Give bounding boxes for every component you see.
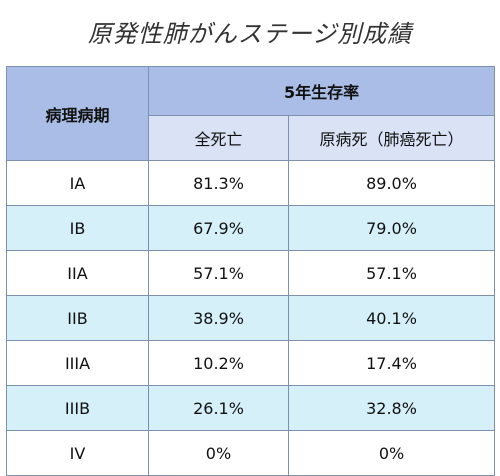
stage-cell: IV xyxy=(6,430,149,476)
all-deaths-cell: 26.1% xyxy=(148,385,289,431)
all-deaths-cell: 67.9% xyxy=(148,205,289,251)
cause-deaths-cell: 32.8% xyxy=(287,385,496,431)
table-row: IB 67.9% 79.0% xyxy=(6,205,496,251)
all-deaths-cell: 81.3% xyxy=(148,160,289,206)
header-row-sub: 全死亡 原病死（肺癌死亡） xyxy=(7,115,496,161)
stage-cell: IA xyxy=(6,160,149,206)
all-deaths-cell: 10.2% xyxy=(148,340,289,386)
table-row: IA 81.3% 89.0% xyxy=(6,160,496,206)
cause-deaths-cell: 17.4% xyxy=(287,340,496,386)
all-deaths-cell: 57.1% xyxy=(148,250,289,296)
stage-cell: IIA xyxy=(6,250,149,296)
header-cause-deaths: 原病死（肺癌死亡） xyxy=(287,115,496,161)
all-deaths-cell: 38.9% xyxy=(148,295,289,341)
table-row: IIA 57.1% 57.1% xyxy=(6,250,496,296)
cause-deaths-cell: 79.0% xyxy=(287,205,496,251)
header-row-top: 病理病期 5年生存率 xyxy=(6,66,496,161)
table-row: IV 0% 0% xyxy=(6,430,496,476)
stage-cell: IIB xyxy=(6,295,149,341)
stage-cell: IIIA xyxy=(6,340,149,386)
table-row: IIIA 10.2% 17.4% xyxy=(6,340,496,386)
header-all-deaths: 全死亡 xyxy=(148,115,289,161)
page-title: 原発性肺がんステージ別成績 xyxy=(87,20,413,48)
cause-deaths-cell: 40.1% xyxy=(287,295,496,341)
survival-table: 病理病期 5年生存率 全死亡 原病死（肺癌死亡） IA 81.3% 89.0% … xyxy=(6,66,496,476)
table-row: IIIB 26.1% 32.8% xyxy=(6,385,496,431)
all-deaths-cell: 0% xyxy=(148,430,289,476)
cause-deaths-cell: 0% xyxy=(287,430,496,476)
cause-deaths-cell: 57.1% xyxy=(287,250,496,296)
stage-cell: IIIB xyxy=(6,385,149,431)
header-stage: 病理病期 xyxy=(6,66,149,161)
stage-cell: IB xyxy=(6,205,149,251)
cause-deaths-cell: 89.0% xyxy=(287,160,496,206)
table-row: IIB 38.9% 40.1% xyxy=(6,295,496,341)
header-survival-rate: 5年生存率 xyxy=(147,66,496,116)
